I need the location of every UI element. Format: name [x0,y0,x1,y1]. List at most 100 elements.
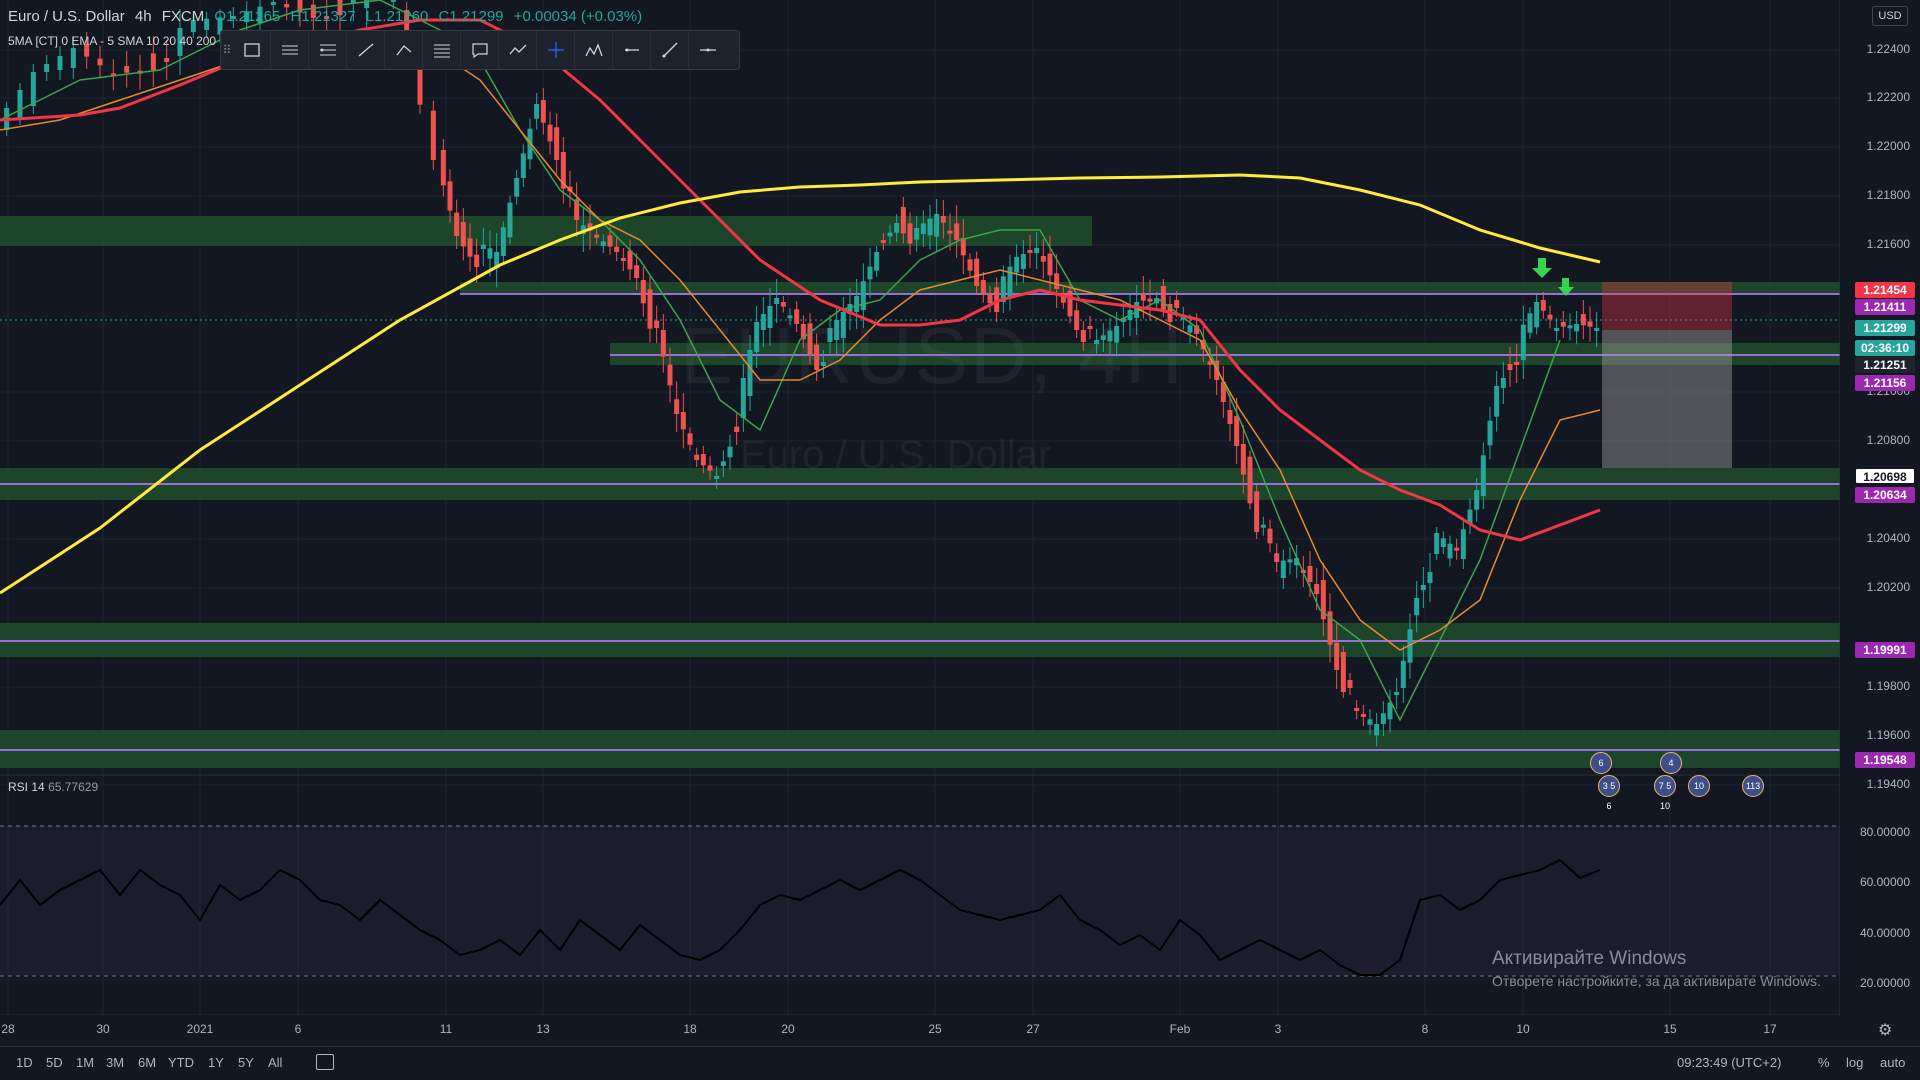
candle-body [1327,611,1333,645]
rsi-params: 14 [31,780,45,794]
timeframe-1d[interactable]: 1D [16,1055,33,1070]
candle-body [1587,321,1593,327]
candle-body [1294,558,1300,566]
candle-body [217,17,223,35]
candle-body [1207,361,1213,365]
candle-body [1420,585,1426,590]
timeframe-1m[interactable]: 1M [76,1055,95,1070]
price-tag: 1.20634 [1855,487,1915,503]
callout-icon[interactable] [461,31,499,69]
price-axis-label: 1.20200 [1866,580,1910,594]
economic-event-icon[interactable]: 6 [1590,752,1612,774]
price-tag: 1.19991 [1855,642,1915,658]
candle-body [967,259,973,271]
candle-body [390,0,396,2]
parallel-channel-icon[interactable] [271,31,309,69]
candle-body [70,48,76,68]
indicator-legend[interactable]: 5MA [CT] 0 EMA - 5 SMA 10 20 40 200 [8,34,217,48]
candle-body [1160,286,1166,310]
candle-body [740,378,746,418]
candle-body [874,252,880,271]
economic-event-icon[interactable]: 7 5 10 [1654,775,1676,811]
timeframe-5y[interactable]: 5Y [238,1055,254,1070]
candle-body [547,124,553,142]
log-toggle[interactable]: log [1846,1055,1864,1070]
time-axis-label: 6 [294,1022,302,1036]
horizontal-ray-icon[interactable] [613,31,651,69]
candle-body [1280,560,1286,578]
candle-body [574,199,580,220]
candle-body [820,362,826,366]
timeframe-all[interactable]: All [268,1055,283,1070]
price-line-icon[interactable] [689,31,727,69]
candle-body [660,330,666,357]
price-axis-label: 1.19800 [1866,679,1910,693]
fib-icon[interactable] [309,31,347,69]
price-axis-label: 1.21600 [1866,237,1910,251]
candle-body [807,323,813,355]
rsi-value: 65.77629 [48,780,99,794]
percent-toggle[interactable]: % [1818,1055,1830,1070]
short-position-stop-zone[interactable] [1602,282,1732,330]
timeframe-5d[interactable]: 5D [46,1055,63,1070]
candle-body [1140,294,1146,301]
candle-body [540,100,546,123]
candle-body [1554,328,1560,331]
candle-body [230,16,236,19]
pattern-icon[interactable] [575,31,613,69]
date-range-icon[interactable] [316,1054,334,1070]
horizontal-lines-icon[interactable] [423,31,461,69]
timeframe-6m[interactable]: 6M [138,1055,157,1070]
time-axis-label: 20 [781,1022,795,1036]
candle-body [1220,382,1226,402]
timeframe-ytd[interactable]: YTD [168,1055,194,1070]
candle-body [1154,298,1160,304]
candle-body [980,280,986,295]
candle-body [954,223,960,240]
candle-body [1400,660,1406,688]
interval[interactable]: 4h [134,8,152,25]
price-axis-label: 1.19400 [1866,777,1910,791]
candle-body [1000,276,1006,302]
candle-body [164,58,170,62]
auto-toggle[interactable]: auto [1880,1055,1906,1070]
drag-handle-icon[interactable]: ⠿ [222,43,232,57]
economic-event-icon[interactable]: 3 5 6 [1598,775,1620,811]
candle-body [800,324,806,340]
economic-event-icon[interactable]: 113 [1742,775,1764,797]
ray-icon[interactable] [651,31,689,69]
candle-body [44,64,50,72]
symbol-header[interactable]: Euro / U.S. Dollar 4h FXCM O1.21265 H1.2… [8,8,648,25]
trend-line-icon[interactable] [347,31,385,69]
rsi-legend[interactable]: RSI 14 65.77629 [8,780,98,794]
symbol-name[interactable]: Euro / U.S. Dollar [8,8,125,25]
candle-body [1540,300,1546,311]
candle-body [607,235,613,247]
candle-body [900,207,906,234]
rectangle-icon[interactable] [233,31,271,69]
candle-body [920,223,926,234]
candle-body [514,178,520,197]
short-position-target-zone[interactable] [1602,330,1732,468]
time-axis-label: 11 [439,1022,453,1036]
gear-icon[interactable]: ⚙ [1878,1022,1893,1039]
polyline-icon[interactable] [499,31,537,69]
drawing-toolbar[interactable]: ⠿ [220,30,740,70]
time-axis-label: 27 [1026,1022,1040,1036]
timeframe-1y[interactable]: 1Y [208,1055,224,1070]
currency-button[interactable]: USD [1872,6,1908,26]
candle-body [1267,528,1273,544]
path-icon[interactable] [385,31,423,69]
crosshair-icon[interactable] [537,31,575,69]
economic-event-icon[interactable]: 4 [1660,752,1682,774]
candle-body [494,252,500,269]
candle-body [1147,298,1153,302]
price-chart[interactable] [0,0,1840,1015]
candle-body [887,232,893,237]
timeframe-3m[interactable]: 3M [106,1055,125,1070]
price-tag: 02:36:10 [1855,340,1915,356]
economic-event-icon[interactable]: 10 [1688,775,1710,797]
candle-body [1560,322,1566,327]
ema5-line [0,0,1561,722]
clock[interactable]: 09:23:49 (UTC+2) [1677,1055,1782,1070]
